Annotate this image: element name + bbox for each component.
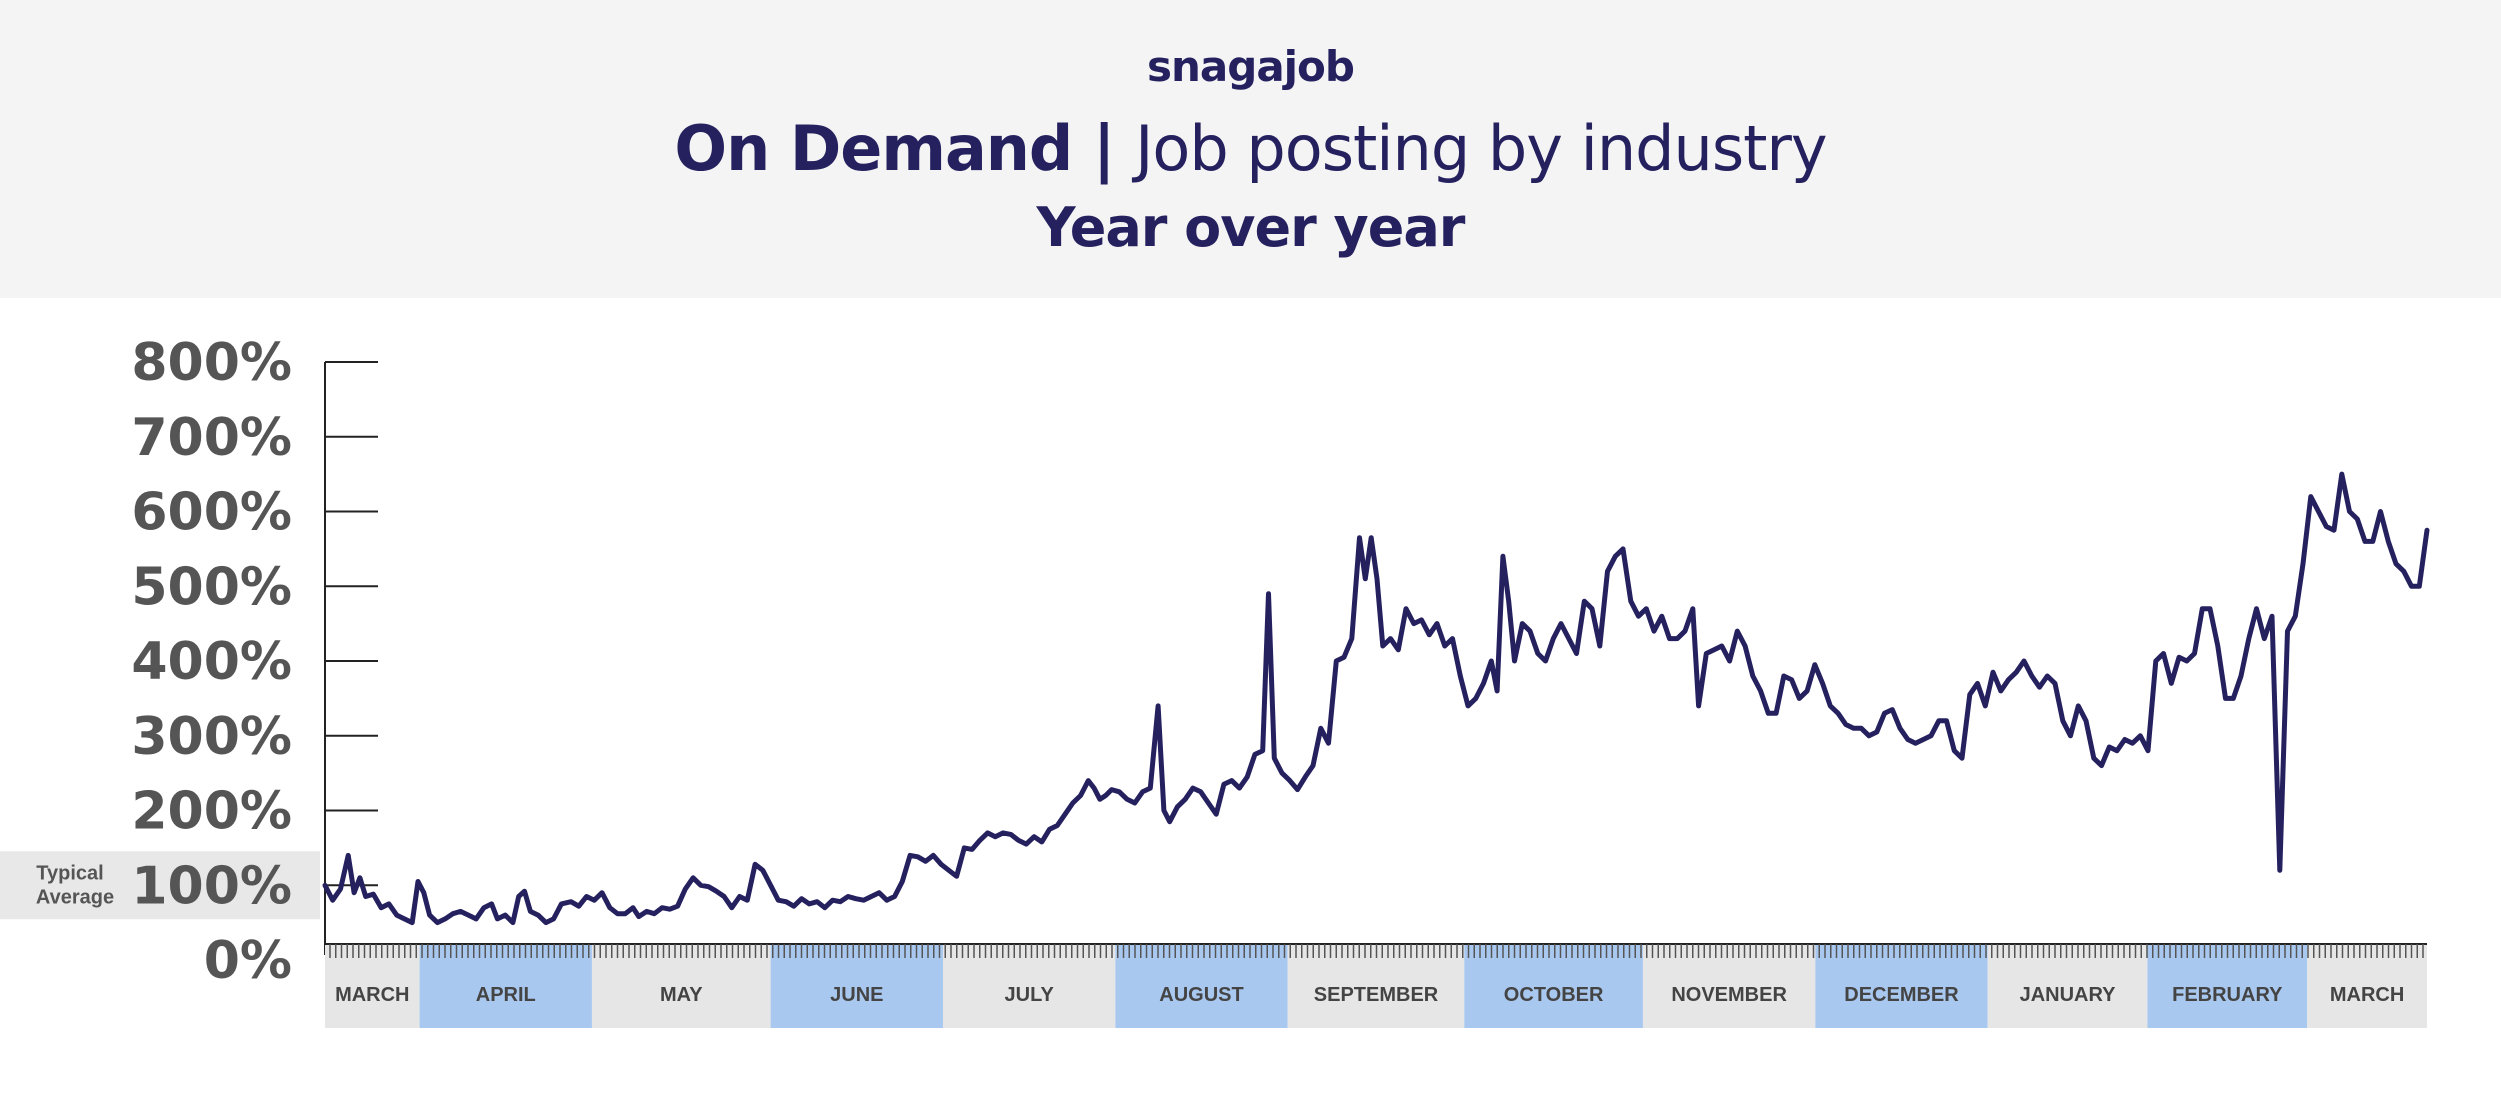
y-tick-label: 500%	[131, 557, 292, 617]
month-band	[419, 944, 592, 1028]
month-label: FEBRUARY	[2172, 984, 2283, 1006]
typical-average-rect	[0, 851, 320, 920]
month-label: JANUARY	[2020, 984, 2117, 1006]
month-band	[2307, 944, 2427, 1028]
typical-label: Typical	[36, 862, 103, 884]
month-label: MAY	[660, 984, 703, 1006]
title-rest: Job posting by industry	[1135, 112, 1827, 185]
month-label: SEPTEMBER	[1314, 984, 1439, 1006]
month-label: JULY	[1005, 984, 1055, 1006]
y-tick-label: 600%	[131, 483, 292, 543]
month-label: OCTOBER	[1504, 984, 1604, 1006]
y-axis: 0% 100% 200% 300% 400% 500% 600% 700% 800%	[131, 333, 378, 991]
y-tick-label: 700%	[131, 408, 292, 468]
month-band	[1815, 944, 1988, 1028]
page-subtitle: Year over year	[1036, 196, 1466, 259]
month-band	[1115, 944, 1288, 1028]
title-separator: |	[1072, 112, 1136, 185]
month-label: NOVEMBER	[1671, 984, 1787, 1006]
month-axis: MARCH APRIL MAY JUNE JULY AUGUST SEPTEMBER OCTO…	[325, 944, 2427, 1028]
month-band	[1642, 944, 1816, 1028]
y-tick-label: 200%	[131, 782, 292, 842]
snagajob-logo: snagajob	[1147, 42, 1355, 91]
title-bold: On Demand	[674, 112, 1073, 185]
page-title: On Demand | Job posting by industry	[0, 112, 2501, 185]
day-ticks	[325, 943, 2427, 958]
average-label: Average	[36, 886, 114, 908]
month-label: JUNE	[830, 984, 883, 1006]
month-label: MARCH	[335, 984, 409, 1006]
month-label: APRIL	[476, 984, 536, 1006]
month-label: MARCH	[2330, 984, 2404, 1006]
y-tick-label: 300%	[131, 707, 292, 767]
series-layer	[322, 471, 2430, 926]
y-tick-label: 400%	[131, 632, 292, 692]
month-label: AUGUST	[1159, 984, 1243, 1006]
y-tick-label: 100%	[131, 856, 292, 916]
month-band	[1464, 944, 1643, 1028]
month-label: DECEMBER	[1844, 984, 1959, 1006]
series-line	[322, 471, 2430, 926]
y-tick-label: 0%	[204, 931, 292, 991]
y-tick-label: 800%	[131, 333, 292, 393]
month-band	[942, 944, 1116, 1028]
month-band	[770, 944, 943, 1028]
header: snagajob On Demand | Job posting by indu…	[0, 0, 2501, 298]
